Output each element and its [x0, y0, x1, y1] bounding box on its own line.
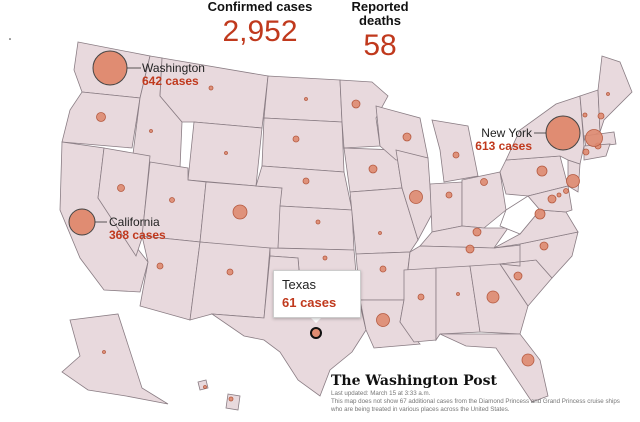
state-north-carolina[interactable]: [499, 231, 579, 279]
bubble-new-hampshire[interactable]: [597, 112, 605, 120]
last-updated: Last updated: March 15 at 3:33 a.m.: [331, 390, 431, 397]
state-new-mexico[interactable]: [189, 241, 271, 321]
callout-washington-count: 642 cases: [142, 74, 199, 88]
bubble-montana[interactable]: [208, 85, 214, 91]
bubble-pennsylvania[interactable]: [536, 165, 548, 177]
bubble-nevada[interactable]: [117, 184, 125, 192]
texas-tooltip-name: Texas: [282, 277, 316, 292]
state-nevada[interactable]: [97, 147, 151, 257]
state-florida[interactable]: [439, 333, 549, 403]
bubble-hawaii-2[interactable]: [203, 385, 207, 389]
state-connecticut-ri[interactable]: [583, 143, 611, 161]
bubble-hawaii[interactable]: [228, 396, 234, 402]
state-alaska[interactable]: [61, 313, 169, 405]
bubble-arizona[interactable]: [156, 262, 164, 270]
bubble-washington[interactable]: [92, 50, 128, 86]
bubble-delaware[interactable]: [563, 188, 569, 194]
bubble-new-jersey[interactable]: [566, 174, 580, 188]
texas-tooltip-count: 61 cases: [282, 295, 337, 310]
callout-california: California 368 cases: [109, 216, 166, 242]
bubble-south-carolina[interactable]: [513, 271, 523, 281]
bubble-new-mexico[interactable]: [226, 268, 234, 276]
bubble-utah[interactable]: [169, 197, 175, 203]
bubble-oklahoma[interactable]: [322, 255, 328, 261]
callout-california-count: 368 cases: [109, 228, 166, 242]
bubble-michigan[interactable]: [452, 151, 460, 159]
tooltip-pointer: [310, 317, 322, 323]
bubble-maine[interactable]: [606, 92, 610, 96]
callout-california-name: California: [109, 215, 160, 229]
bubble-louisiana[interactable]: [376, 313, 390, 327]
case-bubbles: [68, 50, 610, 402]
bubble-illinois[interactable]: [409, 190, 423, 204]
bubble-ohio[interactable]: [480, 178, 488, 186]
bubble-tennessee[interactable]: [465, 244, 475, 254]
callout-new-york-count: 613 cases: [475, 139, 532, 153]
bubble-georgia[interactable]: [486, 290, 500, 304]
bubble-colorado[interactable]: [232, 204, 248, 220]
state-hawaii-big[interactable]: [225, 393, 241, 411]
state-minnesota[interactable]: [339, 79, 389, 149]
state-missouri[interactable]: [349, 187, 419, 255]
reported-deaths-value: 58: [363, 29, 397, 62]
stray-dot: [9, 38, 11, 40]
reported-deaths-stat: Reported deaths 58: [340, 0, 420, 62]
bubble-oregon[interactable]: [96, 112, 106, 122]
bubble-north-carolina[interactable]: [539, 241, 549, 251]
bubble-wyoming[interactable]: [224, 151, 228, 155]
bubble-alaska[interactable]: [102, 350, 106, 354]
confirmed-cases-stat: Confirmed cases 2,952: [205, 0, 315, 48]
bubble-alabama[interactable]: [456, 292, 460, 296]
state-hawaii[interactable]: [197, 379, 209, 391]
bubble-connecticut[interactable]: [582, 148, 590, 156]
confirmed-cases-value: 2,952: [222, 15, 298, 48]
state-north-dakota[interactable]: [263, 75, 343, 123]
bubble-dc[interactable]: [556, 192, 562, 198]
bubble-wisconsin[interactable]: [402, 132, 412, 142]
bubble-iowa[interactable]: [368, 164, 378, 174]
state-west-virginia[interactable]: [499, 195, 541, 235]
bubble-kansas[interactable]: [315, 219, 321, 225]
state-michigan[interactable]: [431, 119, 479, 183]
bubble-virginia[interactable]: [534, 208, 546, 220]
cruise-ship-note: This map does not show 67 additional cas…: [331, 398, 620, 413]
bubble-nebraska[interactable]: [302, 177, 310, 185]
state-ohio[interactable]: [461, 171, 507, 229]
callout-washington: Washington 642 cases: [142, 62, 205, 88]
state-maine[interactable]: [597, 55, 633, 133]
footer: The Washington Post Last updated: March …: [331, 372, 631, 414]
bubble-minnesota[interactable]: [351, 99, 361, 109]
bubble-vermont[interactable]: [582, 112, 588, 118]
bubble-south-dakota[interactable]: [292, 135, 300, 143]
bubble-mississippi[interactable]: [417, 293, 425, 301]
bubble-texas[interactable]: [310, 327, 322, 339]
bubble-kentucky[interactable]: [472, 227, 482, 237]
state-arkansas[interactable]: [355, 251, 411, 301]
state-arizona[interactable]: [139, 235, 201, 321]
bubble-maryland[interactable]: [547, 194, 557, 204]
bubble-indiana[interactable]: [445, 191, 453, 199]
bubble-idaho[interactable]: [149, 129, 153, 133]
bubble-missouri[interactable]: [378, 231, 382, 235]
state-indiana[interactable]: [429, 181, 463, 233]
bubble-north-dakota[interactable]: [304, 97, 308, 101]
reported-deaths-label: Reported deaths: [351, 0, 409, 28]
confirmed-cases-label: Confirmed cases: [207, 0, 313, 14]
bubble-arkansas[interactable]: [379, 265, 387, 273]
washington-post-logo: The Washington Post: [331, 373, 497, 389]
state-kansas[interactable]: [277, 205, 355, 251]
state-south-dakota[interactable]: [261, 117, 345, 173]
callout-washington-name: Washington: [142, 61, 205, 75]
state-alabama[interactable]: [435, 265, 481, 342]
bubble-massachusetts[interactable]: [585, 129, 603, 147]
texas-tooltip: Texas 61 cases: [273, 270, 361, 318]
callout-new-york: New York 613 cases: [475, 127, 532, 153]
callout-new-york-name: New York: [481, 126, 532, 140]
bubble-new-york[interactable]: [545, 115, 581, 151]
bubble-california[interactable]: [68, 208, 96, 236]
bubble-florida[interactable]: [521, 353, 535, 367]
